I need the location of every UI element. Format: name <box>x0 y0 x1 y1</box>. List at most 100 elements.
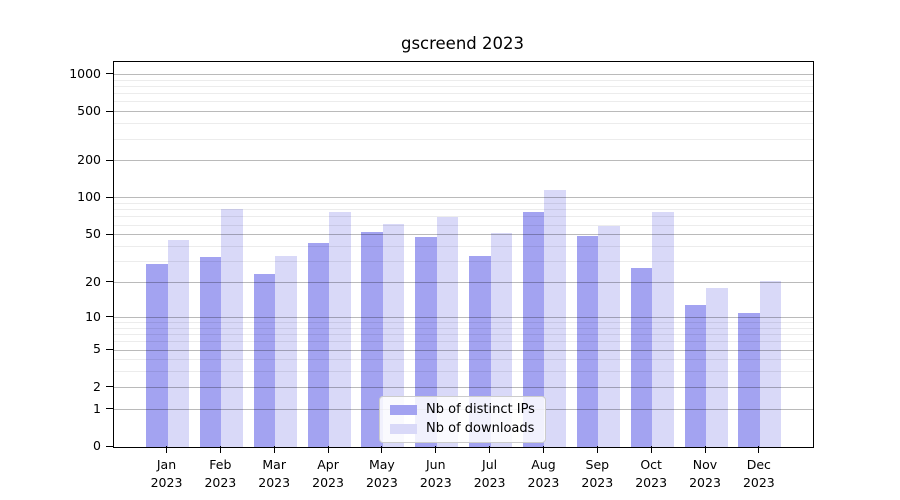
legend-item-distinct-ips: Nb of distinct IPs <box>390 402 535 417</box>
gridline-minor <box>114 224 813 226</box>
bar-downloads-aug <box>544 190 566 447</box>
bar-downloads-oct <box>652 211 674 447</box>
legend-swatch-distinct-ips-icon <box>390 404 417 415</box>
legend: Nb of distinct IPs Nb of downloads <box>379 396 546 443</box>
gridline-major <box>114 316 813 318</box>
gridline-minor <box>114 327 813 329</box>
legend-label-distinct-ips: Nb of distinct IPs <box>426 402 535 417</box>
bar-downloads-jul <box>490 233 513 447</box>
y-tick-label: 200 <box>77 152 101 168</box>
y-tick-label: 5 <box>93 341 101 357</box>
x-tick-label: Dec 2023 <box>742 457 775 490</box>
gridline-minor <box>114 85 813 87</box>
bar-downloads-jan <box>167 239 189 447</box>
y-tickmark <box>106 316 113 318</box>
y-tick-label: 20 <box>85 273 101 289</box>
gridline-minor <box>114 93 813 94</box>
bar-distinct-ips-sep <box>576 236 599 447</box>
bar-distinct-ips-aug <box>522 211 545 447</box>
plot-area: Nb of distinct IPs Nb of downloads <box>113 61 814 448</box>
gridline-major <box>114 234 813 236</box>
gridline-major <box>114 111 813 113</box>
y-tick-label: 0 <box>93 438 101 453</box>
legend-swatch-downloads-icon <box>390 423 417 434</box>
gridline-minor <box>114 322 813 323</box>
x-tick-label: Jan 2023 <box>150 457 183 490</box>
legend-item-downloads: Nb of downloads <box>390 421 535 436</box>
bar-distinct-ips-apr <box>307 243 330 447</box>
y-tickmark <box>106 281 113 283</box>
y-tick-label: 50 <box>85 226 101 242</box>
gridline-minor <box>114 359 813 361</box>
gridline-major <box>114 160 813 162</box>
y-tickmark <box>106 73 113 75</box>
x-tick-label: Feb 2023 <box>204 457 237 490</box>
x-tick-label: Aug 2023 <box>527 457 560 490</box>
x-tickmark <box>596 446 598 453</box>
y-tickmark <box>106 348 113 350</box>
bar-downloads-dec <box>759 280 782 447</box>
bar-distinct-ips-jun <box>415 237 437 447</box>
bar-distinct-ips-mar <box>253 273 276 447</box>
bar-distinct-ips-jan <box>146 263 168 447</box>
gridline-minor <box>114 334 813 335</box>
gridline-minor <box>114 209 813 211</box>
grid-layer <box>114 62 813 447</box>
x-tickmark <box>704 446 706 453</box>
x-tickmark <box>273 446 275 453</box>
gridline-major <box>114 73 813 75</box>
x-tick-label: Sep 2023 <box>581 457 614 490</box>
gridline-minor <box>114 101 813 103</box>
bar-downloads-mar <box>275 255 297 447</box>
bar-downloads-sep <box>598 225 620 447</box>
y-tickmark <box>106 408 113 410</box>
x-tick-label: May 2023 <box>365 457 398 490</box>
bar-downloads-feb <box>221 208 243 447</box>
bar-distinct-ips-feb <box>199 257 222 447</box>
x-tickmark <box>489 446 491 453</box>
gridline-minor <box>114 79 813 81</box>
x-tickmark <box>758 446 760 453</box>
gridline-minor <box>114 138 813 140</box>
gridline-minor <box>114 341 813 343</box>
gridline-major <box>114 282 813 283</box>
bar-downloads-apr <box>329 211 351 447</box>
x-tickmark <box>435 446 437 453</box>
x-tick-label: Oct 2023 <box>635 457 668 490</box>
x-tickmark <box>327 446 329 453</box>
y-tickmark <box>106 233 113 235</box>
y-tick-label: 100 <box>77 189 101 205</box>
legend-label-downloads: Nb of downloads <box>426 421 535 436</box>
x-tick-label: Apr 2023 <box>312 457 344 490</box>
bar-distinct-ips-oct <box>630 267 653 447</box>
x-tickmark <box>166 446 167 453</box>
gridline-minor <box>114 123 813 125</box>
y-tick-label: 1 <box>93 400 101 416</box>
gridline-major <box>114 349 813 351</box>
gridline-minor <box>114 261 813 262</box>
gridline-major <box>114 197 813 199</box>
x-tick-label: Mar 2023 <box>258 457 291 490</box>
gridline-major <box>114 386 813 388</box>
gridline-minor <box>114 216 813 218</box>
gridline-minor <box>114 245 813 247</box>
x-tickmark <box>381 446 383 453</box>
bar-downloads-may <box>382 223 405 447</box>
y-tick-label: 2 <box>93 378 101 394</box>
chart-title: gscreend 2023 <box>400 34 525 53</box>
x-tick-label: Jul 2023 <box>473 457 506 490</box>
y-tickmark <box>106 386 113 388</box>
y-tickmark <box>106 110 113 112</box>
bar-downloads-jun <box>436 217 459 447</box>
x-tick-label: Jun 2023 <box>419 457 452 490</box>
bar-distinct-ips-dec <box>738 313 760 447</box>
x-tickmark <box>650 446 652 453</box>
bar-downloads-nov <box>706 288 728 447</box>
y-tick-label: 10 <box>85 308 101 324</box>
y-tickmark <box>106 445 113 447</box>
gridline-minor <box>114 371 813 373</box>
y-tickmark <box>106 159 113 161</box>
y-tick-label: 1000 <box>69 65 101 81</box>
x-tick-label: Nov 2023 <box>689 457 721 490</box>
